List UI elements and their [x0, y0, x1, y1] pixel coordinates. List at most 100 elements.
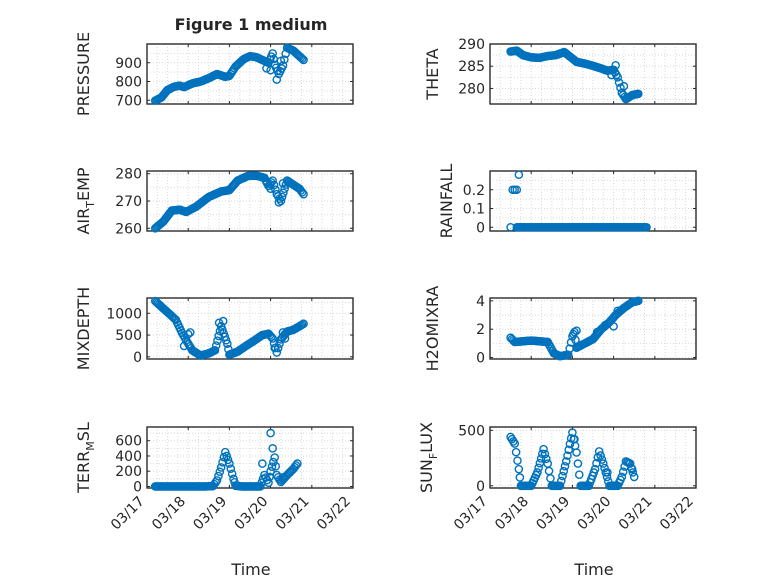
x-tick-label: 03/18 [149, 494, 189, 534]
data-point [276, 56, 286, 66]
data-point [258, 459, 267, 468]
axes-frame [489, 43, 697, 105]
x-tick-label: 03/21 [616, 494, 656, 534]
data-point [603, 468, 612, 477]
data-point [214, 318, 224, 328]
y-tick-label: 700 [115, 93, 142, 109]
data-point [618, 467, 628, 477]
y-tick-label: 600 [115, 434, 142, 450]
data-point [299, 319, 308, 329]
data-point [513, 456, 522, 465]
x-tick-label: 03/21 [273, 494, 313, 534]
y-tick-label: 500 [115, 328, 142, 344]
data-point [266, 466, 275, 476]
axes-frame [489, 426, 697, 489]
data-point [185, 328, 195, 337]
data-point [297, 54, 307, 63]
data-point [534, 463, 543, 473]
y-tick-label: 0.2 [463, 183, 485, 199]
data-point [210, 345, 220, 355]
data-point [619, 81, 629, 91]
y-tick-label: 800 [115, 75, 142, 91]
x-axis-label-right: Time [573, 560, 613, 579]
series-mixdepth [150, 296, 308, 360]
data-point [511, 447, 521, 457]
data-point [266, 428, 275, 438]
data-point [634, 89, 643, 99]
data-point [271, 461, 281, 471]
data-point [296, 53, 306, 62]
data-point [560, 461, 570, 471]
series-rainfall [506, 170, 651, 232]
y-tick-label: 0 [476, 220, 485, 236]
y-tick-label: 270 [115, 194, 142, 210]
data-point [592, 327, 602, 337]
y-tick-label: 290 [458, 37, 485, 53]
data-point [613, 306, 623, 316]
data-point [214, 331, 223, 341]
y-tick-label: 0 [133, 479, 142, 495]
panel-theta: 280 285 290 THETA [423, 37, 697, 105]
data-point [559, 466, 569, 476]
data-point [268, 49, 277, 58]
data-point [533, 468, 542, 477]
data-point [280, 334, 290, 343]
data-point [594, 447, 604, 456]
grid-lines [489, 170, 697, 231]
axes-frame [489, 297, 697, 360]
data-point [574, 470, 584, 479]
panel-sun_flux: 03/17 03/18 03/19 03/20 03/21 03/22 0 500 SUNFLU… [417, 422, 697, 533]
series-theta [506, 46, 643, 104]
data-point [227, 469, 237, 479]
series-sun_flux [506, 428, 639, 491]
data-point [262, 64, 271, 73]
data-point [542, 454, 551, 464]
x-tick-label: 03/20 [232, 494, 272, 534]
data-point [597, 455, 607, 464]
data-point [266, 178, 276, 187]
y-axis-label: SUNFLUX [417, 422, 440, 493]
grid-lines [489, 298, 697, 359]
data-point [266, 65, 275, 75]
data-point [255, 482, 265, 491]
y-tick-label: 0 [133, 350, 142, 366]
x-tick-label: 03/22 [314, 494, 354, 534]
data-point [556, 476, 566, 486]
data-point [278, 178, 288, 188]
data-point [262, 177, 271, 187]
x-tick-label: 03/19 [190, 494, 230, 534]
data-point [225, 459, 234, 468]
data-point [563, 350, 573, 360]
panel-h2omixra: 0 2 4 H2OMIXRA [423, 286, 697, 372]
data-point [291, 461, 301, 470]
data-point [212, 476, 222, 485]
data-point [179, 341, 189, 351]
y-axis-label: MIXDEPTH [74, 287, 93, 370]
y-axis-label: RAINFALL [437, 164, 456, 239]
y-tick-label: 0.1 [463, 202, 485, 218]
data-point [611, 61, 620, 70]
data-point [617, 472, 627, 482]
data-point [506, 222, 515, 232]
y-axis-label: H2OMIXRA [423, 286, 442, 372]
data-point [539, 444, 548, 454]
data-point [515, 473, 525, 482]
data-point [211, 341, 221, 350]
y-tick-label: 280 [458, 81, 485, 97]
x-tick-label: 03/18 [492, 494, 532, 534]
axes-frame [146, 43, 354, 105]
data-point [564, 445, 573, 455]
data-point [570, 434, 579, 444]
data-point [570, 327, 579, 337]
data-point [572, 448, 581, 457]
panel-air_temp: 260 270 280 AIRTEMP [74, 167, 354, 237]
data-point [272, 348, 282, 357]
y-tick-label: 400 [115, 449, 142, 465]
series-pressure [150, 43, 308, 105]
data-point [222, 451, 231, 461]
data-point [218, 316, 228, 326]
data-point [268, 176, 277, 185]
y-tick-label: 0 [476, 351, 485, 367]
y-axis-label: AIRTEMP [74, 167, 97, 234]
data-point [628, 468, 638, 477]
